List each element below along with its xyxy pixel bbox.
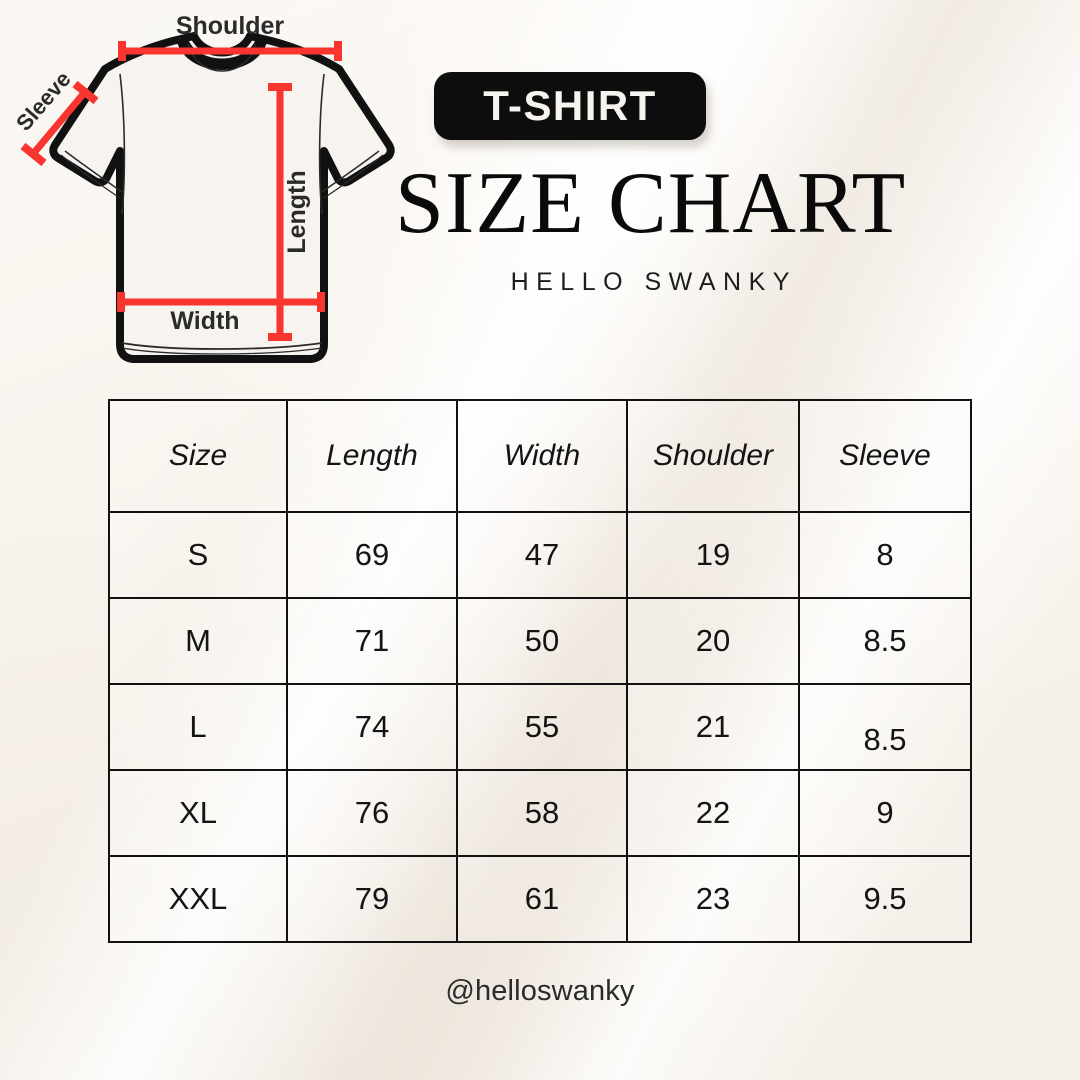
table-row: XL 76 58 22 9 bbox=[108, 769, 972, 857]
category-badge: T-SHIRT bbox=[434, 72, 706, 140]
length-dimension-line bbox=[268, 83, 292, 341]
column-header-length: Length bbox=[286, 399, 458, 513]
cell-width: 58 bbox=[456, 769, 628, 857]
cell-length: 76 bbox=[286, 769, 458, 857]
cell-size: XXL bbox=[108, 855, 288, 943]
cell-shoulder: 21 bbox=[626, 683, 800, 771]
size-chart-table-container: Size Length Width Shoulder Sleeve S 69 4… bbox=[108, 399, 972, 943]
cell-width: 55 bbox=[456, 683, 628, 771]
cell-shoulder: 19 bbox=[626, 511, 800, 599]
cell-length: 69 bbox=[286, 511, 458, 599]
cell-width: 47 bbox=[456, 511, 628, 599]
column-header-width: Width bbox=[456, 399, 628, 513]
table-header-row: Size Length Width Shoulder Sleeve bbox=[108, 399, 972, 513]
cell-sleeve: 8 bbox=[798, 511, 972, 599]
table-row: S 69 47 19 8 bbox=[108, 511, 972, 599]
cell-length: 74 bbox=[286, 683, 458, 771]
cell-size: XL bbox=[108, 769, 288, 857]
t-shirt-measurement-diagram: Shoulder Width Length Sleeve bbox=[8, 12, 408, 386]
cell-sleeve: 8.5 bbox=[798, 683, 972, 771]
measurement-annotations bbox=[20, 41, 342, 341]
cell-size: M bbox=[108, 597, 288, 685]
cell-shoulder: 20 bbox=[626, 597, 800, 685]
table-row: M 71 50 20 8.5 bbox=[108, 597, 972, 685]
shoulder-label: Shoulder bbox=[176, 12, 285, 40]
width-label: Width bbox=[170, 307, 239, 335]
cell-length: 79 bbox=[286, 855, 458, 943]
cell-width: 50 bbox=[456, 597, 628, 685]
cell-width: 61 bbox=[456, 855, 628, 943]
category-badge-label: T-SHIRT bbox=[483, 82, 657, 129]
length-label: Length bbox=[283, 170, 311, 253]
width-dimension-line bbox=[117, 292, 325, 312]
size-chart-table: Size Length Width Shoulder Sleeve S 69 4… bbox=[108, 399, 972, 943]
cell-sleeve: 9.5 bbox=[798, 855, 972, 943]
cell-size: S bbox=[108, 511, 288, 599]
table-row: XXL 79 61 23 9.5 bbox=[108, 855, 972, 943]
cell-size: L bbox=[108, 683, 288, 771]
brand-subtitle: HELLO SWANKY bbox=[510, 268, 797, 296]
table-row: L 74 55 21 8.5 bbox=[108, 683, 972, 771]
cell-length: 71 bbox=[286, 597, 458, 685]
sleeve-dimension-line bbox=[20, 80, 99, 167]
column-header-size: Size bbox=[108, 399, 288, 513]
page-title: SIZE CHART bbox=[395, 155, 907, 252]
column-header-shoulder: Shoulder bbox=[626, 399, 800, 513]
shoulder-dimension-line bbox=[118, 41, 342, 61]
social-handle: @helloswanky bbox=[445, 975, 635, 1007]
t-shirt-illustration bbox=[49, 32, 395, 363]
column-header-sleeve: Sleeve bbox=[798, 399, 972, 513]
cell-sleeve: 8.5 bbox=[798, 597, 972, 685]
cell-shoulder: 23 bbox=[626, 855, 800, 943]
cell-shoulder: 22 bbox=[626, 769, 800, 857]
cell-sleeve: 9 bbox=[798, 769, 972, 857]
